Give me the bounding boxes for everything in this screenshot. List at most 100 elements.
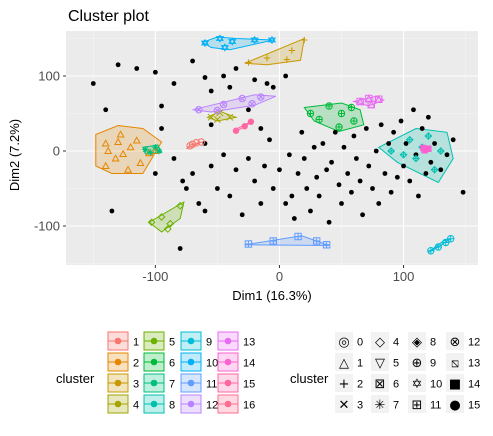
unclustered-point	[196, 201, 202, 206]
unclustered-point	[291, 216, 297, 221]
point-detail	[425, 132, 432, 140]
point	[220, 43, 229, 50]
fill-legend-label: 13	[243, 337, 255, 349]
point-detail	[387, 147, 395, 155]
fill-legend-title: cluster	[56, 371, 95, 386]
shape-legend-key-1: △ 1	[335, 353, 363, 371]
unclustered-point	[134, 66, 140, 71]
legend-swatch-dot	[187, 337, 195, 345]
cluster-14-points	[420, 144, 432, 154]
unclustered-point	[378, 122, 384, 128]
unclustered-point	[159, 126, 164, 131]
unclustered-point	[382, 171, 388, 176]
legend-shape-bg	[408, 353, 426, 371]
point-detail	[245, 240, 252, 248]
point-detail	[435, 243, 442, 251]
legend-shape-bg	[408, 374, 426, 392]
legend-shape-glyph: ■	[449, 377, 461, 392]
unclustered-point	[438, 167, 444, 173]
point	[123, 165, 133, 173]
point	[213, 115, 221, 124]
point-detail	[214, 107, 220, 114]
legend-swatch-dot	[187, 379, 195, 387]
legend-shape-glyph: ⊗	[450, 335, 461, 350]
point	[157, 213, 166, 221]
point-detail	[307, 110, 314, 117]
shape-legend-key-10: ✡ 10	[408, 374, 442, 392]
fill-legend-key-13: 13	[217, 331, 255, 351]
legend-shape-bg	[446, 374, 464, 392]
fill-legend-label: 2	[133, 358, 139, 370]
shape-legend-key-2: +2	[335, 374, 363, 392]
legend-swatch-dot	[114, 358, 122, 366]
shape-legend-key-4: ◇ 4	[371, 332, 399, 350]
shape-legend-label: 0	[357, 337, 363, 349]
legend-shape-glyph: ✕	[339, 398, 350, 413]
unclustered-point	[394, 174, 400, 180]
unclustered-point	[227, 193, 233, 199]
point	[155, 147, 163, 155]
unclustered-point	[341, 144, 347, 150]
unclustered-point	[214, 186, 220, 191]
point	[200, 38, 210, 46]
unclustered-point	[202, 141, 208, 146]
legend-swatch-dot	[224, 400, 232, 408]
point	[142, 146, 149, 153]
shape-legend-label: 15	[468, 400, 480, 412]
unclustered-point	[425, 114, 431, 120]
fill-legend-key-16: 16	[217, 394, 255, 414]
unclustered-point	[320, 141, 326, 146]
point-detail	[215, 36, 224, 43]
unclustered-point	[246, 156, 251, 161]
unclustered-point	[227, 84, 233, 90]
unclustered-point	[90, 81, 96, 86]
unclustered-point	[324, 167, 330, 173]
fill-legend-key-3: 3	[107, 373, 139, 393]
shape-legend-label: 5	[393, 358, 399, 370]
shape-legend-label: 3	[357, 400, 363, 412]
unclustered-point	[152, 69, 158, 75]
point	[263, 54, 271, 62]
unclustered-point	[208, 88, 214, 94]
point	[238, 94, 246, 103]
unclustered-point	[221, 73, 227, 79]
unclustered-point	[177, 246, 183, 251]
shape-legend-label: 1	[357, 358, 363, 370]
cluster-7-points	[142, 144, 163, 156]
unclustered-point	[386, 141, 392, 146]
cluster-12-hull	[192, 94, 276, 113]
legend-shape-bg	[446, 395, 464, 413]
unclustered-point	[208, 163, 214, 169]
legend-shape-glyph: ◇	[375, 335, 385, 350]
legend-swatch-dot	[150, 337, 158, 345]
point-detail	[294, 233, 302, 240]
unclustered-point	[366, 163, 372, 169]
point	[283, 56, 291, 63]
unclustered-point	[283, 201, 289, 206]
point-detail	[412, 155, 420, 162]
unclustered-point	[460, 189, 466, 195]
unclustered-point	[351, 133, 357, 139]
legend-shape-bg	[408, 332, 426, 350]
legend-shape-bg	[335, 353, 353, 371]
unclustered-point	[190, 58, 195, 64]
point-detail	[228, 39, 237, 46]
unclustered-point	[349, 189, 354, 195]
legend-swatch-dot	[150, 379, 158, 387]
point-detail	[325, 102, 333, 110]
cluster-3-hull	[244, 37, 305, 66]
point	[188, 140, 197, 148]
point	[226, 113, 234, 121]
shape-legend-key-15: ● 15	[446, 395, 480, 413]
point	[421, 147, 428, 154]
unclustered-point	[391, 129, 397, 135]
point-detail	[367, 100, 376, 109]
x-tick-label: -100	[142, 269, 168, 284]
fill-legend-label: 8	[169, 400, 175, 412]
point-detail	[196, 107, 202, 113]
point-detail	[348, 104, 355, 111]
unclustered-point	[252, 77, 258, 83]
shape-legend-label: 6	[393, 379, 399, 391]
shape-legend-label: 13	[468, 358, 480, 370]
point	[250, 35, 259, 43]
